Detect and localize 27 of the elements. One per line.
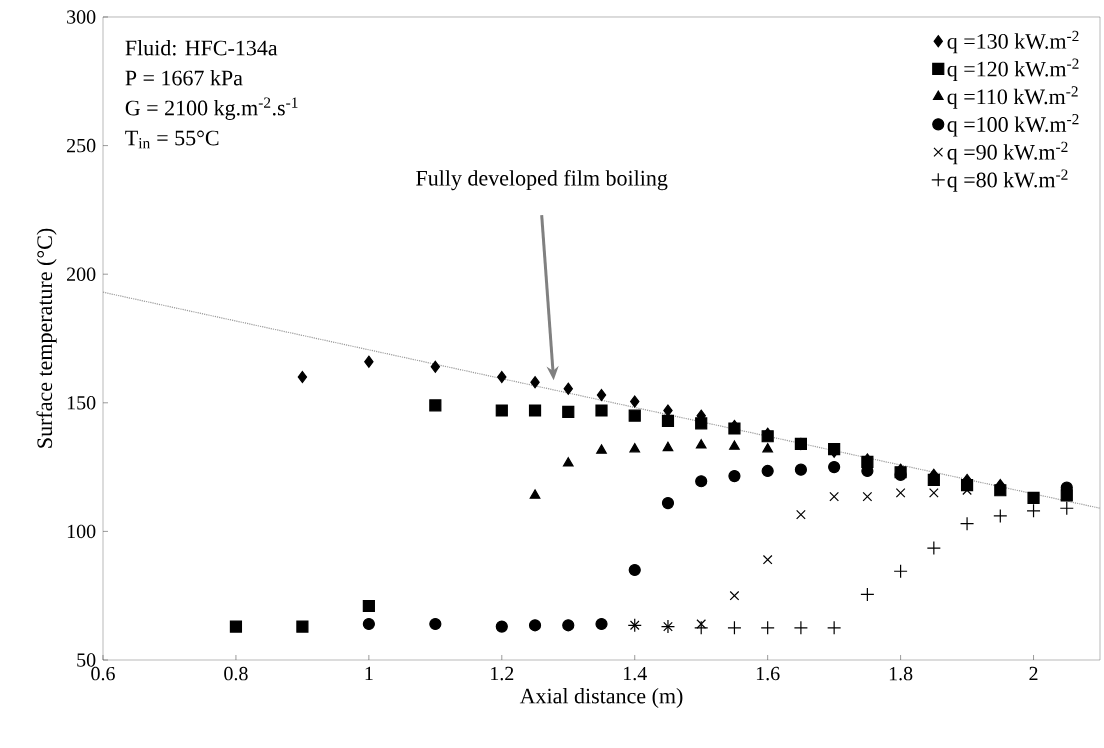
x-tick-label: 1.8 [889,666,913,681]
annotation: P = 1667 kPa [125,69,243,86]
y-tick-label: 250 [67,138,96,153]
annotation: T$_{in}$ = 55°C [125,130,219,149]
x-tick-label: 1.6 [756,666,780,681]
y-tick-label: 200 [67,267,96,281]
x-tick-label: 1.4 [623,666,647,681]
x-tick-label: 0.8 [224,666,248,681]
annotation: Fluid: HFC-134a [125,39,278,56]
legend-label: q =90 kW.m$^{-2}$ [947,141,1068,165]
legend-label: q =80 kW.m$^{-2}$ [947,169,1068,192]
y-tick-label: 150 [67,396,96,410]
legend-label: q =130 kW.m$^{-2}$ [947,30,1079,54]
legend-label: q =120 kW.m$^{-2}$ [947,58,1079,81]
y-tick-label: 50 [77,653,96,667]
y-tick-label: 300 [67,10,96,24]
x-tick-label: 2 [1029,666,1038,681]
y-axis-title: Surface temperature (°C) [36,228,57,448]
x-tick-label: 0.6 [91,666,115,681]
annotation: Fully developed film boiling [416,169,668,191]
x-axis-title: Axial distance (m) [519,687,683,708]
annotation: G = 2100 kg.m$^{-2}$.s$^{-1}$ [125,97,298,120]
x-tick-label: 1.2 [491,666,514,681]
y-tick-label: 100 [67,524,96,539]
x-tick-label: 1 [365,666,373,681]
legend-label: q =100 kW.m$^{-2}$ [947,114,1079,137]
legend-label: q =110 kW.m$^{-2}$ [947,86,1078,109]
